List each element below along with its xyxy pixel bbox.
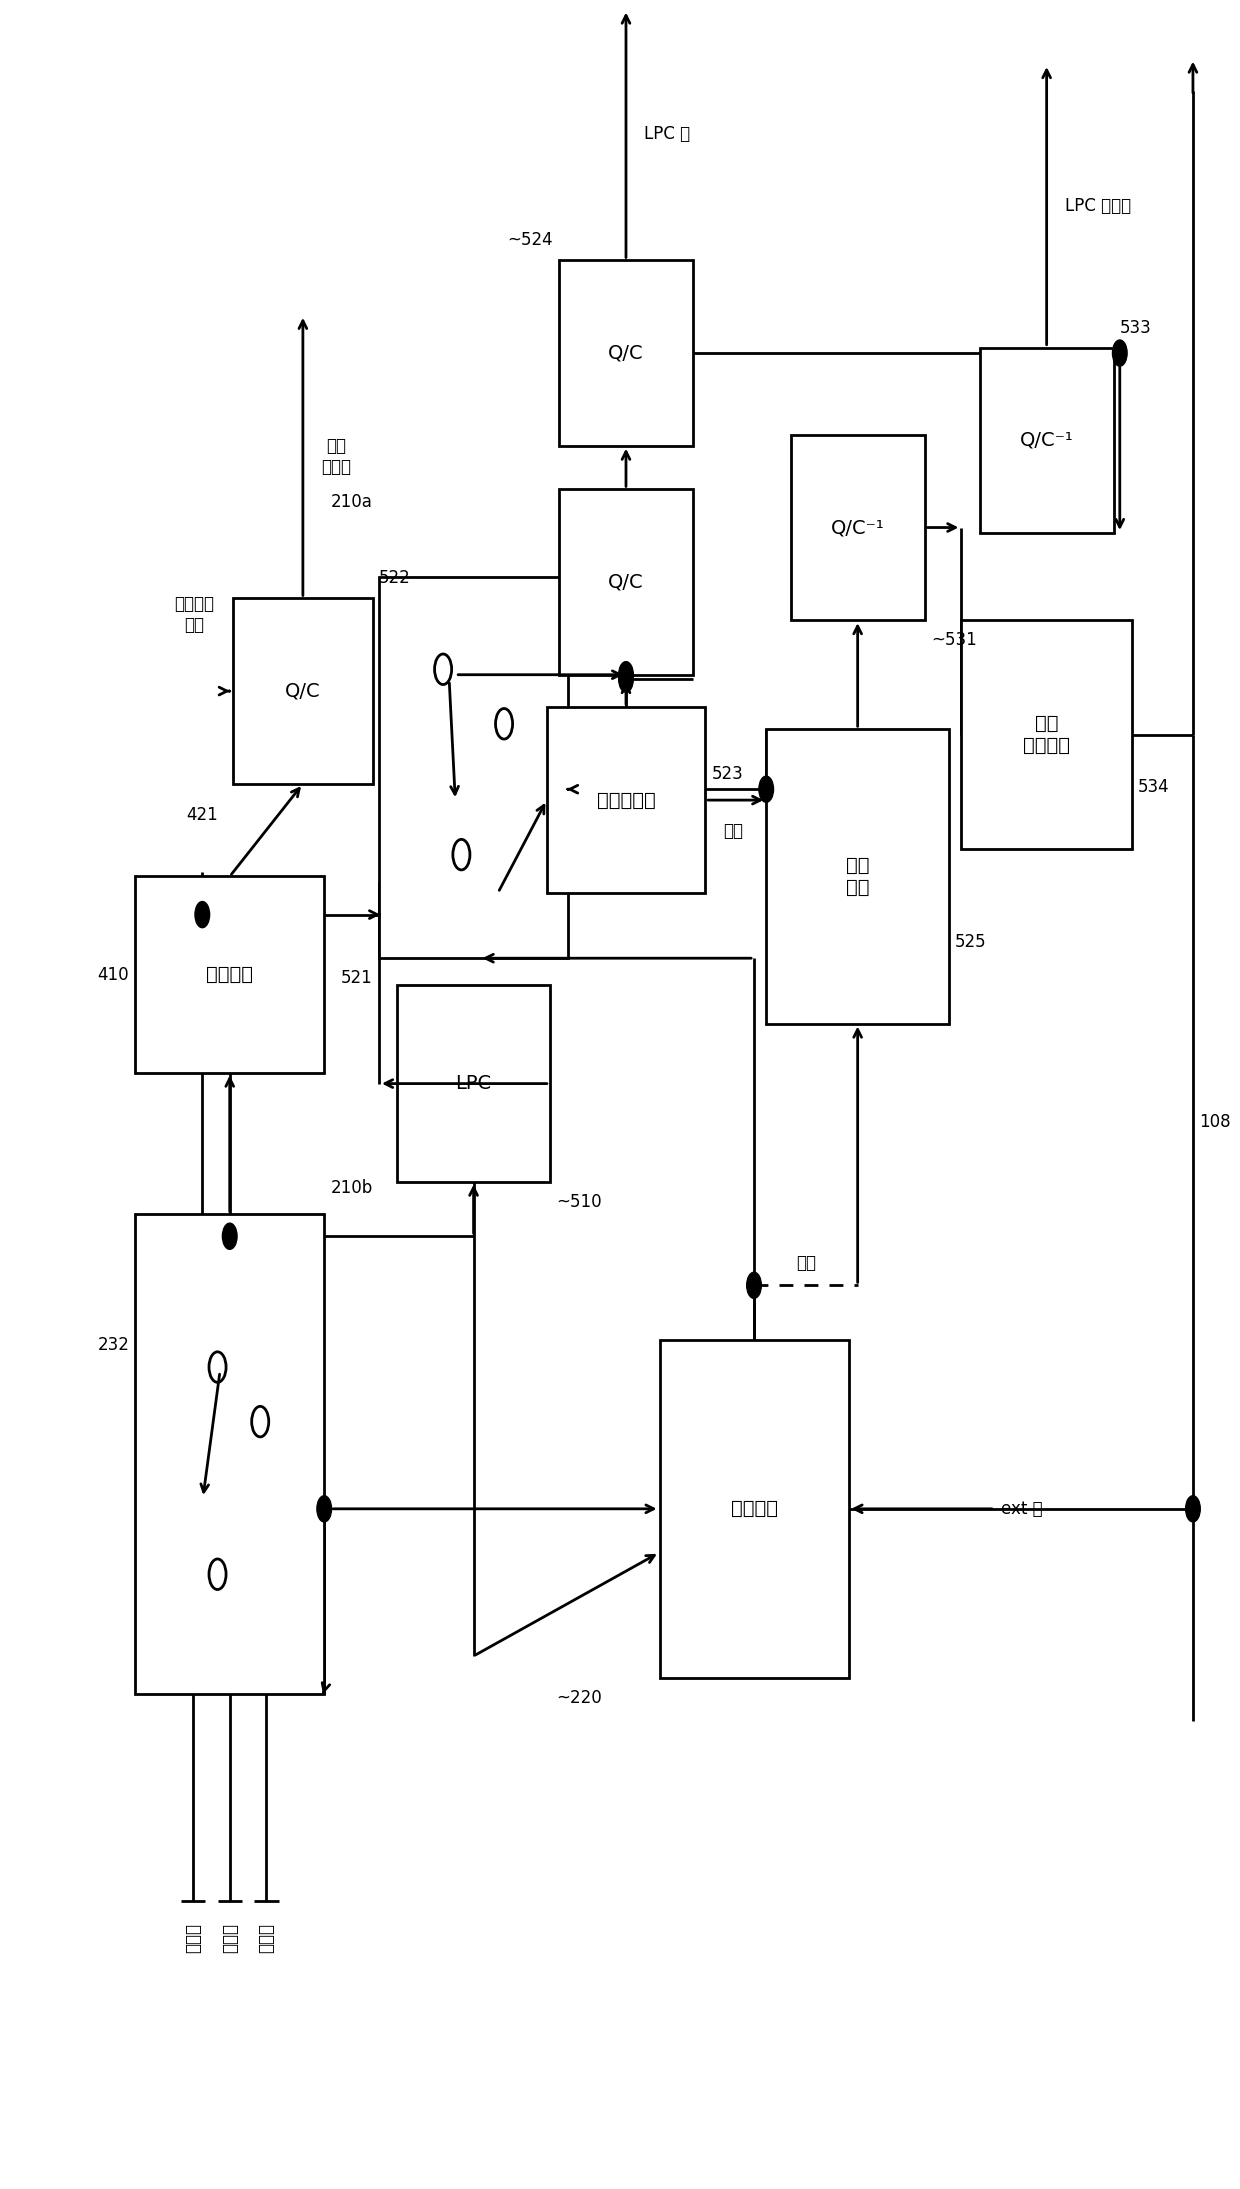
Circle shape [317, 1495, 331, 1521]
Text: 频谱转换: 频谱转换 [206, 965, 253, 985]
Text: ~524: ~524 [507, 232, 553, 250]
Bar [233, 598, 373, 784]
Text: 421: 421 [186, 806, 218, 823]
Circle shape [195, 902, 210, 928]
Text: LPC: LPC [455, 1075, 491, 1092]
Text: LPC 频谱域: LPC 频谱域 [1065, 197, 1131, 215]
Text: 232: 232 [97, 1335, 129, 1355]
Circle shape [746, 1272, 761, 1298]
Circle shape [1112, 339, 1127, 366]
Bar [660, 1340, 848, 1677]
Text: 闭环: 闭环 [723, 821, 744, 841]
Text: 210b: 210b [330, 1180, 372, 1197]
Text: 534: 534 [1138, 779, 1169, 797]
Bar [135, 876, 324, 1073]
Text: Q/C⁻¹: Q/C⁻¹ [831, 519, 884, 536]
Text: 时间
频谱域: 时间 频谱域 [321, 438, 351, 475]
Text: ~510: ~510 [556, 1193, 601, 1211]
Text: Q/C: Q/C [285, 681, 321, 700]
Bar [980, 348, 1114, 532]
Text: 108: 108 [1199, 1112, 1230, 1132]
Circle shape [619, 661, 634, 687]
Circle shape [759, 777, 774, 803]
Bar [766, 729, 949, 1024]
Text: 525: 525 [955, 933, 987, 950]
Text: 多声道: 多声道 [258, 1924, 275, 1953]
Text: 210a: 210a [331, 493, 373, 512]
Text: 521: 521 [341, 970, 373, 987]
Text: 533: 533 [1120, 320, 1152, 337]
Bar [379, 576, 568, 959]
Text: ~220: ~220 [556, 1688, 601, 1707]
Text: LPC 域: LPC 域 [645, 125, 691, 142]
Text: Q/C⁻¹: Q/C⁻¹ [1019, 431, 1074, 449]
Text: 开路: 开路 [796, 1254, 816, 1272]
Bar [397, 985, 549, 1182]
Bar [559, 490, 693, 674]
Text: 立体声: 立体声 [221, 1924, 239, 1953]
Bar [135, 1215, 324, 1694]
Text: 反向
频谱转换: 反向 频谱转换 [1023, 714, 1070, 755]
Text: 决策模块: 决策模块 [730, 1499, 777, 1519]
Bar [961, 619, 1132, 849]
Text: 523: 523 [712, 764, 743, 784]
Circle shape [1185, 1495, 1200, 1521]
Text: 单声道: 单声道 [185, 1924, 202, 1953]
Text: 转换
控制: 转换 控制 [846, 856, 869, 897]
Text: ~531: ~531 [931, 630, 977, 650]
Text: Q/C: Q/C [608, 574, 644, 591]
Circle shape [619, 665, 634, 692]
Text: 频谱转换器: 频谱转换器 [596, 790, 656, 810]
Text: 522: 522 [379, 569, 410, 587]
Text: 心理声学
信息: 心理声学 信息 [175, 595, 215, 635]
Text: 410: 410 [98, 965, 129, 983]
Circle shape [222, 1224, 237, 1250]
Text: ext 源: ext 源 [1001, 1499, 1043, 1517]
Bar [559, 260, 693, 447]
Bar [547, 707, 706, 893]
Bar [791, 436, 925, 619]
Text: Q/C: Q/C [608, 344, 644, 363]
